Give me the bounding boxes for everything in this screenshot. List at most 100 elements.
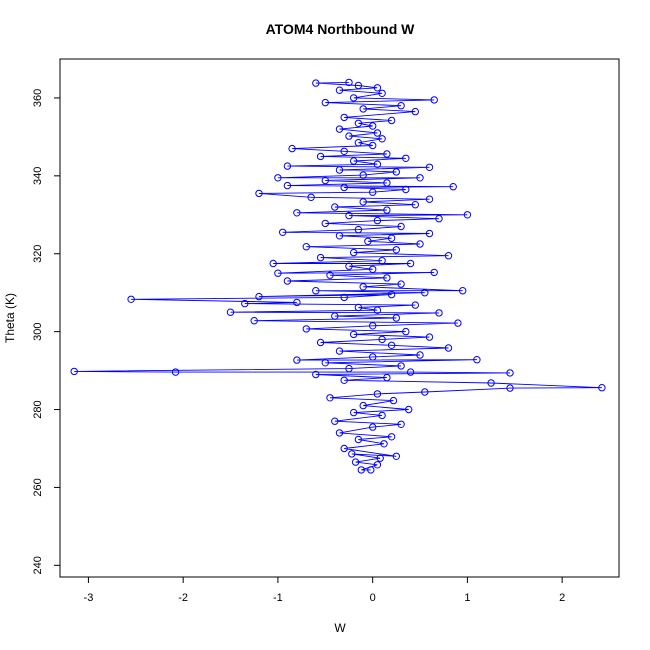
data-point xyxy=(354,81,363,90)
data-point xyxy=(373,129,382,137)
data-point xyxy=(435,309,443,317)
y-tick-label: 260 xyxy=(32,478,44,496)
data-point xyxy=(359,198,367,206)
data-point xyxy=(402,185,410,194)
x-tick-label: -2 xyxy=(178,592,188,604)
data-point xyxy=(383,373,391,382)
x-tick-label: 2 xyxy=(559,592,565,604)
y-tick-label: 320 xyxy=(32,245,44,263)
data-point xyxy=(444,252,453,260)
data-point xyxy=(378,89,386,98)
data-point xyxy=(369,141,377,150)
data-point xyxy=(354,119,363,128)
data-point xyxy=(335,347,344,355)
data-point xyxy=(397,222,405,231)
data-point xyxy=(383,206,391,214)
data-point xyxy=(312,79,320,87)
data-point xyxy=(316,253,325,262)
x-tick-label: -1 xyxy=(273,592,283,604)
y-axis-label: Theta (K) xyxy=(3,293,17,343)
data-point xyxy=(350,408,358,417)
data-point xyxy=(387,116,396,125)
data-point xyxy=(373,84,382,92)
data-point xyxy=(345,262,353,270)
data-point xyxy=(463,211,472,219)
data-point xyxy=(345,78,353,87)
data-point xyxy=(421,388,429,396)
data-point xyxy=(416,240,424,248)
data-point xyxy=(354,225,363,234)
data-point xyxy=(350,248,358,257)
data-point xyxy=(274,269,282,277)
data-point xyxy=(302,325,310,333)
data-point xyxy=(335,166,344,174)
data-point xyxy=(335,86,344,94)
data-point xyxy=(279,228,287,237)
data-point xyxy=(340,147,348,156)
data-point xyxy=(312,370,320,379)
data-point xyxy=(321,219,329,228)
data-point xyxy=(321,98,329,107)
data-point xyxy=(255,292,263,301)
data-point xyxy=(402,154,410,163)
data-point xyxy=(226,308,235,316)
data-point xyxy=(454,319,462,327)
data-point xyxy=(316,338,325,347)
data-point xyxy=(345,364,353,373)
data-point xyxy=(359,105,367,113)
data-point xyxy=(288,144,296,153)
data-point xyxy=(255,189,263,198)
data-point xyxy=(283,277,292,285)
y-tick-label: 300 xyxy=(32,322,44,340)
data-point xyxy=(459,287,467,295)
data-point xyxy=(378,335,386,344)
data-point xyxy=(425,229,434,238)
x-axis: -3 -2 -1 0 1 2 xyxy=(84,576,565,604)
data-point xyxy=(321,176,329,185)
data-point xyxy=(345,132,353,140)
data-point xyxy=(364,237,372,246)
data-point xyxy=(376,454,384,462)
data-point xyxy=(387,290,396,299)
data-point xyxy=(250,317,258,325)
data-point xyxy=(354,435,363,444)
data-point xyxy=(302,243,310,251)
x-tick-label: 1 xyxy=(464,592,470,604)
data-point xyxy=(397,280,405,288)
data-point xyxy=(383,150,391,158)
data-point xyxy=(473,356,481,364)
data-point xyxy=(378,135,386,143)
data-point xyxy=(359,283,367,291)
data-point xyxy=(383,274,391,282)
data-point xyxy=(359,171,367,179)
data-point xyxy=(421,289,429,297)
data-point xyxy=(392,452,400,460)
data-point xyxy=(435,215,443,223)
data-point xyxy=(369,188,377,196)
data-point xyxy=(378,257,386,265)
data-point xyxy=(506,369,514,377)
data-point xyxy=(340,113,348,122)
data-point xyxy=(397,420,405,428)
data-point xyxy=(383,179,391,187)
data-point xyxy=(405,405,413,414)
data-point xyxy=(283,162,292,170)
data-point xyxy=(402,327,410,336)
y-tick-label: 280 xyxy=(32,400,44,418)
data-point xyxy=(506,384,514,392)
data-point xyxy=(269,259,277,268)
data-point xyxy=(373,216,382,225)
data-point xyxy=(293,209,301,217)
data-point xyxy=(487,379,495,387)
data-point xyxy=(241,299,249,308)
data-point xyxy=(326,394,334,402)
data-point xyxy=(340,376,348,384)
data-point xyxy=(369,353,377,361)
chart-title: ATOM4 Northbound W xyxy=(266,21,416,37)
data-point xyxy=(340,444,348,453)
x-axis-label: W xyxy=(334,621,346,635)
data-point xyxy=(380,440,388,448)
data-point xyxy=(283,181,292,190)
data-point xyxy=(411,301,419,309)
